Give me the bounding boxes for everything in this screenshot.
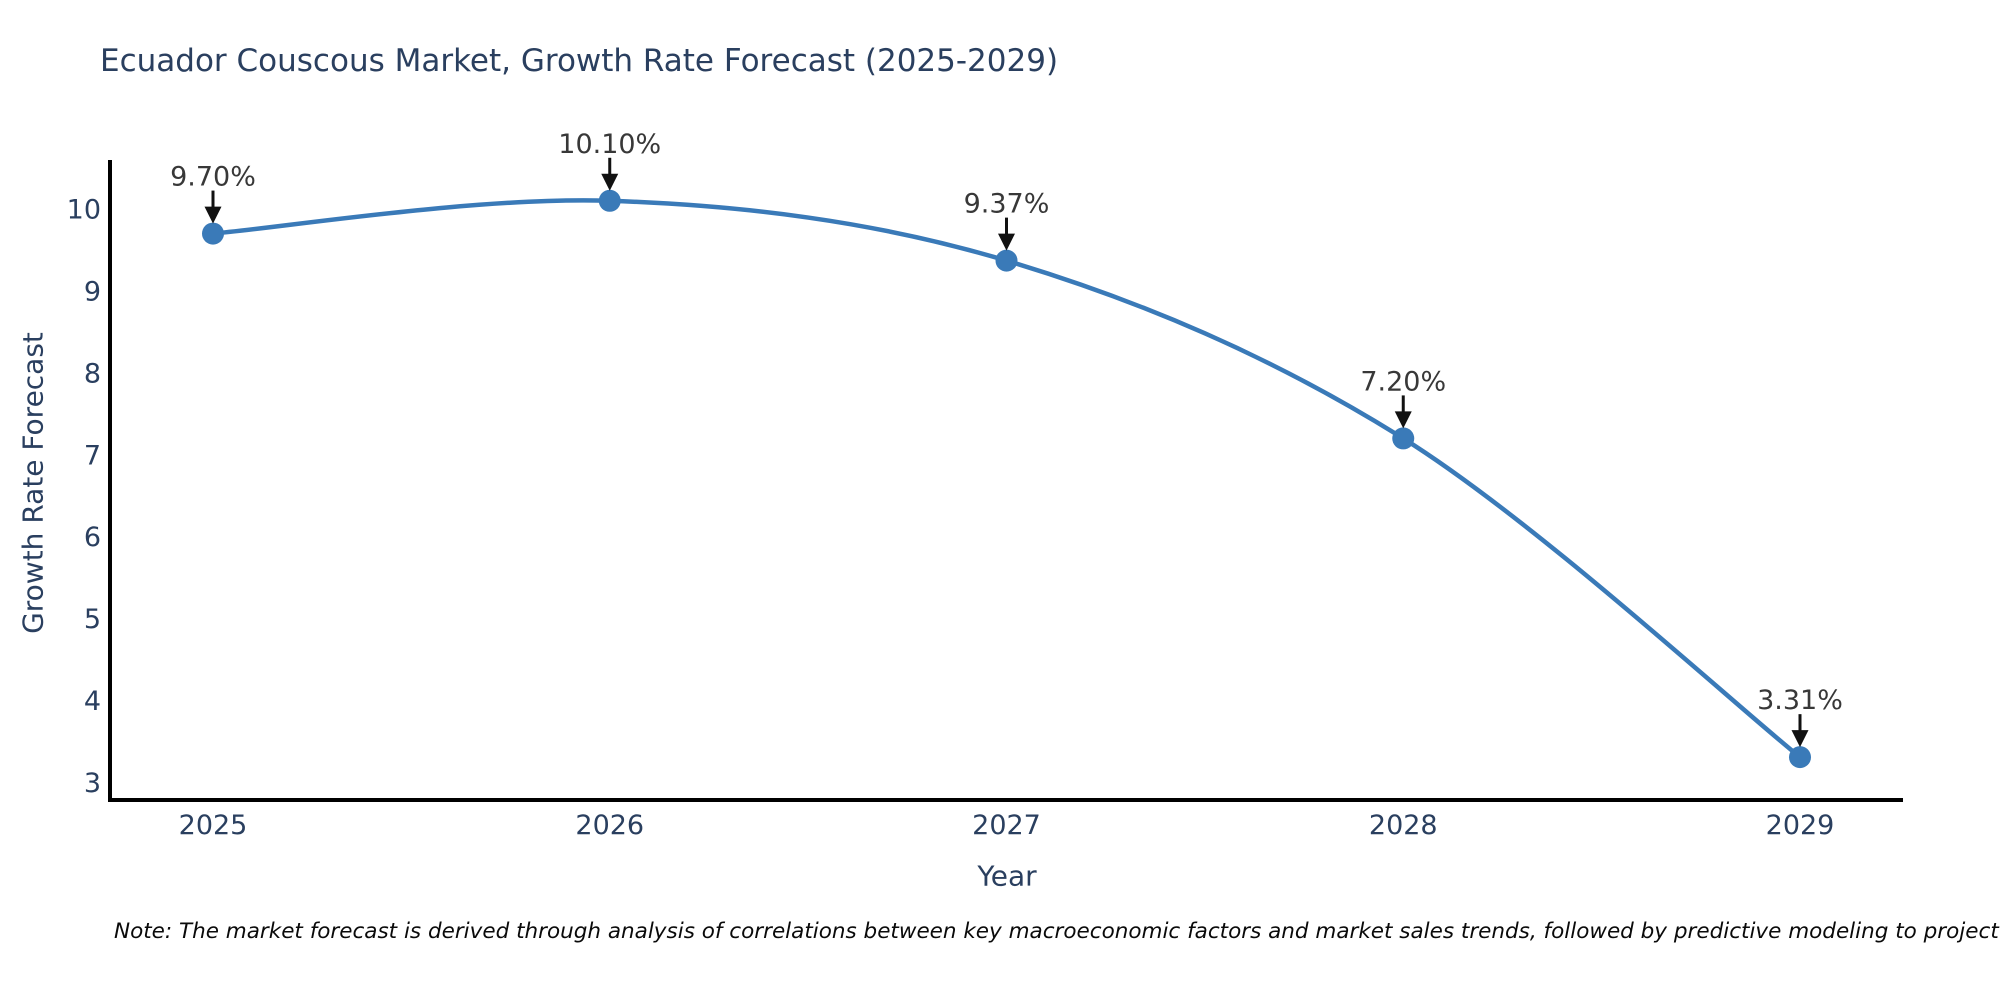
annotation-arrow-head xyxy=(1791,730,1809,748)
axis-lines xyxy=(108,160,1903,802)
series-line xyxy=(210,198,1803,760)
data-label-2025: 9.70% xyxy=(170,162,256,193)
annotation-arrow-head xyxy=(601,173,619,191)
annotation-arrow-head xyxy=(998,233,1015,251)
x-axis-title: Year xyxy=(977,859,1037,893)
chart-title: Ecuador Couscous Market, Growth Rate For… xyxy=(100,43,1059,79)
data-label-2027: 9.37% xyxy=(964,189,1050,220)
data-point-2029 xyxy=(1789,746,1811,769)
y-tick-label: 8 xyxy=(84,358,101,389)
y-tick-label: 5 xyxy=(84,604,101,635)
data-label-2029: 3.31% xyxy=(1757,685,1843,716)
data-point-2028 xyxy=(1392,427,1415,450)
x-tick-label: 2028 xyxy=(1369,810,1438,841)
data-point-2026 xyxy=(598,189,621,212)
y-tick-label: 3 xyxy=(84,768,101,799)
x-tick-label: 2025 xyxy=(179,810,248,841)
data-point-2027 xyxy=(995,249,1018,272)
x-tick-label: 2026 xyxy=(575,810,644,841)
data-label-2026: 10.10% xyxy=(558,129,661,160)
y-tick-label: 6 xyxy=(84,522,101,553)
annotation-arrow-head xyxy=(1394,411,1412,429)
annotation-arrow-head xyxy=(204,206,222,224)
data-point-2025 xyxy=(202,222,224,245)
footnote: Note: The market forecast is derived thr… xyxy=(114,919,2000,944)
y-tick-label: 9 xyxy=(84,276,101,307)
y-tick-label: 4 xyxy=(84,686,101,717)
data-label-2028: 7.20% xyxy=(1360,366,1446,397)
x-tick-label: 2027 xyxy=(972,810,1041,841)
y-tick-label: 7 xyxy=(84,440,101,471)
x-tick-label: 2029 xyxy=(1766,810,1835,841)
y-tick-label: 10 xyxy=(67,194,101,225)
